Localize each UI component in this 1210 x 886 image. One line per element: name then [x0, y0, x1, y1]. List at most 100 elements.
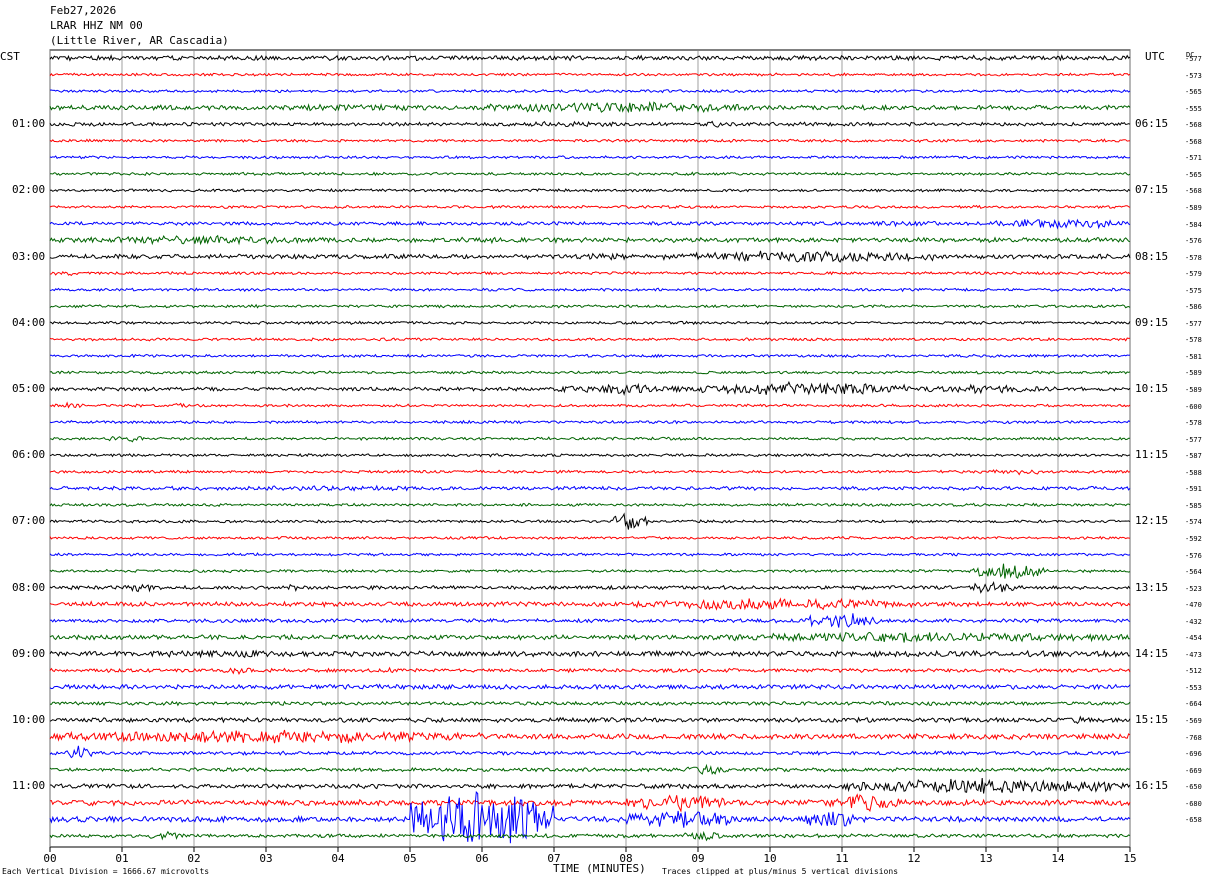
dc-offset-label: -579: [1185, 270, 1202, 279]
trace-row-3: [49, 101, 1131, 114]
trace-row-18: [50, 353, 1131, 359]
dc-offset-label: -577: [1185, 319, 1202, 328]
trace-row-6: [49, 155, 1131, 160]
trace-row-33: [49, 597, 1131, 611]
left-hour-label: 08:00: [12, 580, 46, 594]
trace-row-39: [49, 700, 1131, 707]
dc-offset-label: -577: [1185, 55, 1202, 63]
time-gridlines: [49, 50, 1131, 847]
trace-row-21: [49, 401, 1131, 409]
seismic-traces: [49, 54, 1131, 844]
clip-note: Traces clipped at plus/minus 5 vertical …: [662, 867, 899, 876]
dc-offset-label: -578: [1185, 253, 1202, 262]
dc-offset-label: -523: [1185, 584, 1202, 593]
trace-row-43: [49, 763, 1131, 775]
dc-offset-label: -589: [1185, 369, 1202, 378]
dc-offset-label: -658: [1185, 816, 1202, 825]
trace-row-5: [49, 138, 1131, 144]
right-hour-label: 12:15: [1135, 514, 1169, 528]
x-tick-label: 15: [1123, 852, 1136, 865]
left-hour-label: 09:00: [12, 646, 46, 660]
x-tick-label: 08: [619, 852, 632, 865]
x-axis-label: TIME (MINUTES): [553, 862, 646, 875]
right-hour-label: 16:15: [1135, 779, 1169, 793]
trace-row-24: [49, 452, 1131, 458]
dc-offset-label: -512: [1185, 667, 1202, 676]
trace-row-9: [49, 204, 1131, 210]
dc-offset-label: -576: [1185, 551, 1202, 560]
dc-offset-label: -680: [1185, 799, 1202, 808]
trace-row-28: [49, 512, 1131, 530]
x-tick-label: 11: [835, 852, 848, 865]
trace-row-38: [49, 683, 1131, 691]
dc-offset-label: -432: [1185, 617, 1202, 626]
dc-offset-label: -589: [1185, 203, 1202, 212]
dc-offset-label: -587: [1185, 452, 1202, 461]
dc-offset-label: -564: [1185, 568, 1202, 577]
trace-row-11: [49, 234, 1131, 246]
right-hour-label: 15:15: [1135, 713, 1169, 726]
trace-row-15: [49, 303, 1131, 309]
dc-offset-label: -555: [1185, 104, 1202, 113]
left-hour-label: 03:00: [12, 249, 46, 263]
right-hour-label: 08:15: [1135, 249, 1169, 263]
left-hour-label: 10:00: [12, 713, 46, 726]
dc-offset-label: -576: [1185, 237, 1202, 246]
left-timezone-label: CST: [0, 50, 20, 63]
left-hour-label: 01:00: [12, 117, 46, 131]
dc-offset-label: -768: [1185, 733, 1202, 742]
right-hour-label: 07:15: [1135, 183, 1169, 197]
trace-row-25: [49, 469, 1131, 476]
trace-row-34: [49, 613, 1131, 628]
dc-offset-label: -586: [1185, 303, 1202, 312]
trace-row-30: [49, 552, 1131, 557]
trace-row-44: [50, 778, 1131, 794]
x-tick-label: 10: [763, 852, 776, 865]
right-hour-label: 09:15: [1135, 315, 1169, 329]
header-date: Feb27,2026: [50, 4, 117, 17]
plot-frame: [49, 49, 1131, 848]
trace-row-2: [49, 88, 1131, 94]
header-location: (Little River, AR Cascadia): [50, 34, 229, 47]
trace-row-36: [49, 649, 1131, 659]
trace-row-4: [49, 120, 1131, 128]
trace-row-45: [49, 793, 1131, 813]
dc-offset-label: -578: [1185, 419, 1202, 428]
x-tick-label: 03: [259, 852, 272, 865]
left-hour-label: 06:00: [12, 448, 46, 462]
dc-offset-label: -669: [1185, 766, 1202, 775]
trace-row-40: [49, 715, 1131, 725]
x-tick-label: 07: [547, 852, 560, 865]
x-tick-label: 04: [331, 852, 345, 865]
dc-offset-label: -568: [1185, 187, 1202, 196]
x-axis-ticks: 00 01 02 03 04 05 06 07 08 09 10 11 12 13 14 15: [43, 847, 1137, 865]
right-hour-label: 14:15: [1135, 646, 1169, 660]
dc-offset-label: -589: [1185, 386, 1202, 394]
dc-offset-label: -592: [1185, 534, 1202, 543]
x-tick-label: 09: [691, 852, 704, 865]
dc-offset-label: -591: [1185, 485, 1202, 494]
dc-offset-label: -568: [1185, 121, 1202, 130]
trace-row-35: [49, 631, 1130, 643]
right-timezone-label: UTC: [1145, 50, 1165, 63]
trace-row-37: [49, 666, 1131, 676]
x-tick-label: 13: [979, 852, 992, 865]
right-hour-label: 06:15: [1135, 117, 1169, 131]
trace-row-1: [49, 72, 1131, 77]
dc-offset-label: -569: [1185, 717, 1202, 725]
left-hour-label: 05:00: [12, 382, 46, 395]
trace-row-47: [49, 830, 1131, 842]
right-hour-label: 13:15: [1135, 580, 1169, 594]
left-hour-label: 02:00: [12, 183, 46, 197]
trace-row-29: [49, 535, 1131, 541]
trace-row-16: [49, 320, 1131, 326]
trace-row-12: [49, 250, 1131, 263]
dc-offset-label: -454: [1185, 634, 1202, 643]
dc-offset-label: -581: [1185, 352, 1202, 361]
left-hour-label: 07:00: [12, 514, 46, 528]
dc-offset-label: -696: [1185, 750, 1202, 759]
dc-offset-label: -565: [1185, 88, 1202, 97]
dc-offset-label: -588: [1185, 468, 1202, 477]
header-station: LRAR HHZ NM 00: [50, 19, 143, 32]
